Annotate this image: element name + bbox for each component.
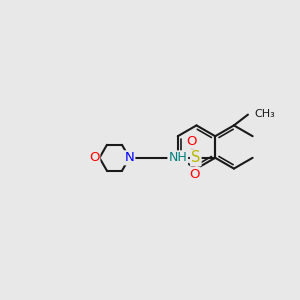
Text: O: O	[186, 135, 196, 148]
Text: S: S	[191, 150, 200, 165]
Text: O: O	[89, 151, 99, 164]
Text: N: N	[124, 151, 134, 164]
Text: O: O	[189, 168, 200, 181]
Text: NH: NH	[168, 151, 187, 164]
Text: CH₃: CH₃	[255, 109, 275, 119]
